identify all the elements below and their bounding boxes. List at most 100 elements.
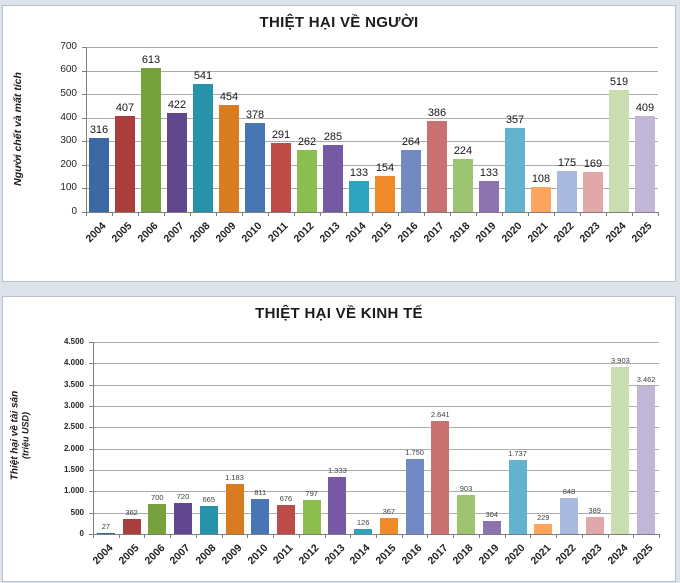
y-axis-tick xyxy=(82,47,86,48)
x-axis-tick xyxy=(372,212,373,216)
x-axis-tick xyxy=(581,534,583,538)
bar-value-label: 108 xyxy=(531,172,551,185)
bar xyxy=(405,459,424,534)
bar-value-label: 720 xyxy=(176,492,190,502)
y-axis-tick xyxy=(82,94,86,96)
bar xyxy=(609,89,629,212)
y-axis-tick xyxy=(82,117,86,119)
y-tick-label: 500 xyxy=(70,507,84,517)
bar xyxy=(276,505,295,534)
y-axis-tick xyxy=(82,188,86,190)
x-axis-tick xyxy=(170,534,172,538)
gridline xyxy=(93,491,659,493)
bar xyxy=(323,144,343,212)
x-axis-tick xyxy=(453,534,455,538)
y-axis-tick xyxy=(89,534,93,535)
x-axis-tick xyxy=(86,212,87,216)
bar xyxy=(453,159,473,212)
bar xyxy=(534,524,553,534)
bar-value-label: 903 xyxy=(459,484,473,494)
y-axis-tick xyxy=(89,427,93,429)
bar xyxy=(505,127,525,212)
gridline xyxy=(93,406,659,407)
x-axis-tick xyxy=(530,534,532,538)
x-axis-tick xyxy=(144,534,146,538)
x-axis-tick xyxy=(324,534,326,538)
bar-value-label: 357 xyxy=(505,113,525,126)
y-tick-label: 400 xyxy=(60,111,77,123)
x-axis-tick xyxy=(164,212,165,216)
bar xyxy=(375,175,395,212)
bar-value-label: 3.462 xyxy=(636,375,656,385)
gridline xyxy=(93,512,659,514)
bar-value-label: 541 xyxy=(193,70,213,83)
bar xyxy=(302,499,321,534)
bar-value-label: 848 xyxy=(562,486,576,496)
gridline xyxy=(86,94,658,96)
bar-value-label: 407 xyxy=(115,102,135,115)
bar xyxy=(583,172,603,212)
x-axis-tick xyxy=(221,534,223,538)
bar-value-label: 304 xyxy=(485,510,499,520)
gridline xyxy=(86,47,658,48)
x-axis-tick xyxy=(350,534,352,538)
bar xyxy=(482,521,501,534)
x-axis-tick xyxy=(401,534,403,538)
y-tick-label: 3.500 xyxy=(63,379,84,389)
bar xyxy=(96,532,115,534)
y-tick-label: 0 xyxy=(79,529,84,539)
gridline xyxy=(93,384,659,386)
y-axis-tick xyxy=(89,384,93,386)
bar xyxy=(457,495,476,534)
bar-value-label: 1.737 xyxy=(508,448,527,458)
gridline xyxy=(86,164,658,166)
y-axis-tick xyxy=(89,342,93,343)
bar xyxy=(531,186,551,212)
bar xyxy=(122,518,141,534)
x-axis-tick xyxy=(450,212,451,216)
bar xyxy=(427,121,447,212)
bar-value-label: 27 xyxy=(101,521,111,531)
x-axis-tick xyxy=(216,212,217,216)
bar-value-label: 811 xyxy=(254,488,267,498)
bar xyxy=(431,421,450,534)
x-axis-tick xyxy=(554,212,555,216)
bar-value-label: 224 xyxy=(453,145,473,158)
y-tick-label: 700 xyxy=(60,40,77,52)
bar-value-label: 262 xyxy=(297,136,317,149)
y-axis-tick xyxy=(82,141,86,143)
bar xyxy=(479,180,499,212)
bar-value-label: 454 xyxy=(219,90,239,103)
y-axis-tick xyxy=(82,70,86,72)
x-axis-tick xyxy=(476,212,477,216)
bar-value-label: 367 xyxy=(382,507,396,517)
y-tick-label: 2.500 xyxy=(63,422,84,432)
bar-value-label: 676 xyxy=(279,494,293,504)
bar xyxy=(401,149,421,212)
x-axis-tick xyxy=(427,534,429,538)
y-axis-line xyxy=(86,47,87,212)
chart-economy: 0 500 1.000 1.500 2.000 2.500 3.000 3.500 4.000 4… xyxy=(3,297,675,581)
gridline xyxy=(86,117,658,119)
y-axis-tick xyxy=(89,448,93,450)
y-tick-label: 600 xyxy=(60,64,77,76)
bar xyxy=(611,367,630,534)
bar-value-label: 2.641 xyxy=(430,410,450,420)
bar xyxy=(559,497,578,534)
y-axis-title: Thiệt hại về tài sản (triệu USD) xyxy=(10,336,31,536)
gridline xyxy=(93,470,659,471)
bar xyxy=(219,104,239,212)
bar xyxy=(557,170,577,212)
x-axis-tick xyxy=(606,212,607,216)
chart-panel-people: THIỆT HẠI VỀ NGƯỜI 0 100 200 300 400 500 600 70… xyxy=(2,5,676,282)
bar xyxy=(354,528,373,534)
bar-value-label: 378 xyxy=(245,108,265,121)
x-axis-tick xyxy=(138,212,139,216)
y-axis-tick xyxy=(89,512,93,514)
gridline xyxy=(93,448,659,450)
bar-value-label: 519 xyxy=(609,75,629,88)
bar-value-label: 665 xyxy=(202,494,216,504)
y-tick-label: 100 xyxy=(60,182,77,194)
gridline xyxy=(93,363,659,365)
bar-value-label: 3.903 xyxy=(611,356,630,366)
